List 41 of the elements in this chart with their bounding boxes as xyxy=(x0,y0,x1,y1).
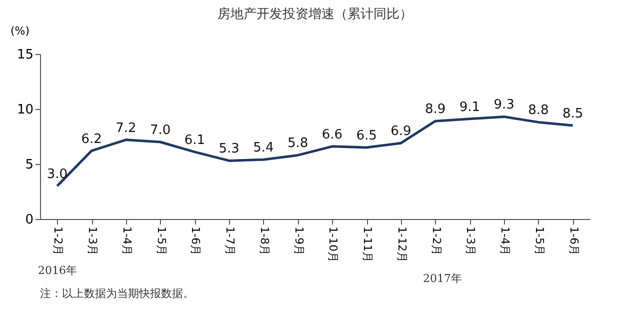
x-tick-label: 1-5月 xyxy=(532,226,546,256)
data-label: 6.5 xyxy=(356,128,377,144)
data-label: 7.0 xyxy=(150,123,171,138)
x-tick-label: 1-6月 xyxy=(567,226,580,256)
x-tick-label: 1-2月 xyxy=(52,226,65,256)
text: 2016年 xyxy=(38,264,77,277)
data-label: 9.1 xyxy=(459,100,480,115)
x-tick-label: 1-9月 xyxy=(292,226,306,256)
data-label: 5.3 xyxy=(218,142,240,157)
data-label: 6.6 xyxy=(322,127,343,142)
x-tick-label: 1-4月 xyxy=(498,226,512,256)
x-tick-label: 1-2月 xyxy=(430,226,443,256)
text: 2017年 xyxy=(423,272,462,285)
x-tick-label: 1-6月 xyxy=(189,226,202,256)
x-tick-label: 1-3月 xyxy=(464,226,478,256)
text: 注：以上数据为当期快报数据。 xyxy=(40,287,194,300)
data-label: 5.4 xyxy=(253,140,274,156)
data-label: 5.8 xyxy=(287,136,308,152)
data-label: 6.9 xyxy=(390,124,412,140)
x-tick-label: 1-12月 xyxy=(395,226,408,262)
x-tick-label: 1-10月 xyxy=(326,226,340,262)
y-axis-title: (%) xyxy=(10,24,30,38)
y-tick-label: 0 xyxy=(25,212,34,228)
chart-title: 房地产开发投资增速（累计同比） xyxy=(218,6,412,22)
data-label: 3.0 xyxy=(46,167,68,182)
x-tick-label: 1-11月 xyxy=(361,226,374,262)
x-tick-label: 1-5月 xyxy=(154,226,168,256)
x-tick-label: 1-3月 xyxy=(86,226,100,256)
data-label: 6.2 xyxy=(81,132,102,147)
data-label: 8.9 xyxy=(424,102,446,118)
data-label: 7.2 xyxy=(116,120,136,136)
y-tick-label: 5 xyxy=(25,158,34,172)
data-label: 8.5 xyxy=(562,106,584,122)
x-tick-label: 1-7月 xyxy=(224,226,237,256)
data-label: 6.1 xyxy=(184,132,206,148)
y-tick-label: 10 xyxy=(16,102,34,118)
y-tick-label: 15 xyxy=(16,48,34,62)
x-tick-label: 1-8月 xyxy=(258,226,271,256)
data-label: 8.8 xyxy=(528,103,549,118)
data-label: 9.3 xyxy=(494,98,514,113)
x-tick-label: 1-4月 xyxy=(120,226,134,256)
